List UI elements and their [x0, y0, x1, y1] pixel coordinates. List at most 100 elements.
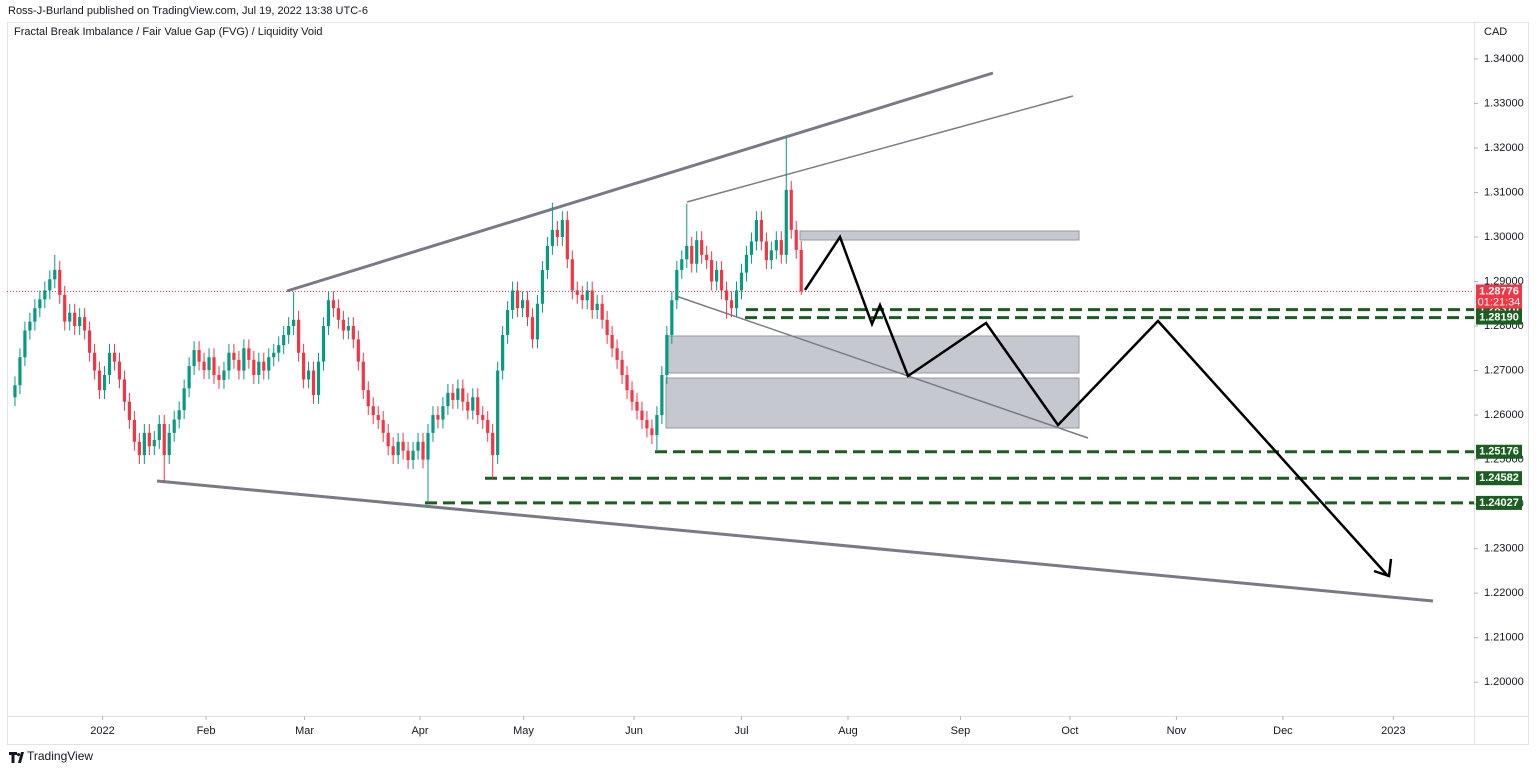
candle-body	[550, 229, 554, 246]
candle-body	[316, 361, 321, 396]
candle-body	[107, 352, 112, 376]
candle-body	[396, 441, 400, 456]
candle-body	[680, 259, 684, 270]
candle-body	[525, 300, 530, 318]
candle-body	[590, 290, 594, 311]
candle-body	[97, 370, 102, 391]
candle-body	[252, 359, 256, 376]
candle-body	[152, 440, 156, 447]
x-tick-label: May	[513, 725, 534, 737]
brand: TradingView	[27, 749, 93, 763]
candle-body	[326, 300, 331, 327]
currency: CAD	[1484, 26, 1507, 38]
x-tick-label: Sep	[951, 725, 971, 737]
candle-body	[510, 290, 515, 311]
candle-body	[371, 406, 375, 416]
candle-body	[257, 361, 261, 376]
x-tick-label: Dec	[1273, 725, 1293, 737]
projection-arrowhead	[1373, 558, 1393, 578]
candle-body	[217, 375, 221, 380]
candle-body	[421, 441, 425, 460]
candle-body	[18, 357, 22, 386]
level-label-box	[1476, 495, 1522, 510]
candle-body	[789, 189, 793, 230]
candle-body	[132, 419, 136, 442]
candle-body	[83, 317, 87, 331]
candle-body	[690, 245, 694, 264]
candle-body	[366, 390, 370, 407]
candle-body	[660, 375, 664, 416]
candle-body	[127, 401, 132, 420]
candle-body	[685, 245, 689, 260]
candle-body	[142, 432, 146, 456]
candle-body	[570, 259, 574, 291]
projection-path	[803, 234, 1389, 577]
candle-body	[227, 352, 231, 371]
candle-body	[282, 334, 286, 346]
candle-body	[655, 415, 659, 436]
y-tick-label: 1.23000	[1484, 543, 1524, 555]
candle-body	[187, 366, 191, 389]
candle-body	[496, 370, 500, 456]
candle-body	[202, 361, 206, 371]
candle-body	[585, 290, 589, 301]
candle-body	[620, 359, 624, 376]
candle-body	[182, 388, 186, 411]
candle-body	[53, 269, 57, 280]
candle-body	[341, 319, 345, 331]
candle-body	[446, 392, 450, 407]
candle-body	[306, 370, 311, 380]
candle-body	[451, 392, 455, 400]
candle-body	[466, 401, 470, 411]
fvg-box	[665, 377, 1080, 429]
candle-body	[28, 321, 32, 331]
candle-body	[650, 428, 654, 436]
countdown: 01:21:34	[1478, 296, 1521, 308]
y-tick-label: 1.20000	[1484, 676, 1524, 688]
candle-body	[560, 220, 564, 238]
candle-body	[734, 290, 739, 309]
candle-body	[615, 348, 619, 360]
x-tick-label: Nov	[1167, 725, 1187, 737]
candle-body	[92, 352, 97, 371]
candle-body	[416, 441, 420, 451]
candle-body	[535, 303, 540, 340]
candle-body	[391, 446, 395, 456]
candle-body	[351, 326, 355, 340]
candle-body	[242, 348, 246, 371]
candle-body	[724, 290, 729, 301]
level-label: 1.24582	[1479, 472, 1519, 484]
logo-mark	[9, 752, 24, 763]
candle-body	[212, 357, 216, 376]
candle-body	[177, 410, 181, 420]
candle-body	[545, 245, 550, 270]
candle-body	[73, 312, 77, 327]
candle-body	[197, 350, 201, 362]
candle-body	[287, 326, 291, 335]
candle-body	[769, 250, 773, 261]
candle-body	[162, 423, 166, 456]
candle-body	[645, 419, 649, 429]
y-tick-label: 1.21000	[1484, 632, 1524, 644]
candle-body	[78, 317, 82, 327]
candle-body	[705, 254, 709, 261]
candle-body	[431, 415, 435, 433]
candles	[13, 137, 803, 503]
candle-body	[635, 401, 639, 411]
footer-logo	[9, 752, 24, 763]
candle-body	[137, 441, 141, 456]
candle-body	[272, 352, 276, 358]
candle-body	[262, 361, 266, 371]
candle-body	[595, 303, 599, 311]
levels	[7, 290, 1474, 505]
candle-body	[222, 370, 226, 380]
axes: 1.200001.210001.220001.230001.240001.250…	[90, 53, 1523, 737]
candle-body	[48, 279, 52, 291]
candle-body	[555, 229, 559, 238]
candle-body	[675, 269, 679, 301]
candle-body	[406, 450, 410, 461]
candle-body	[729, 300, 734, 309]
candle-body	[247, 348, 251, 360]
candle-body	[207, 357, 211, 371]
